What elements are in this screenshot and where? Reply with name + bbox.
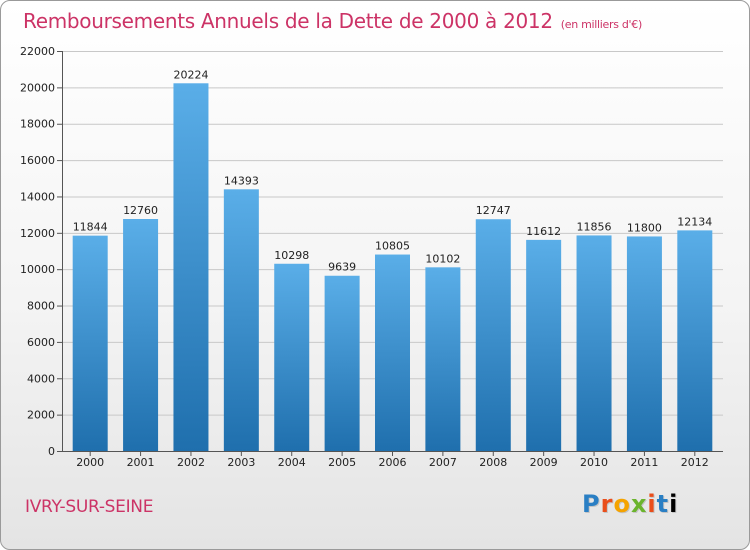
y-tick-label: 0 (48, 445, 55, 458)
logo-letter: x (630, 490, 648, 518)
y-tick-label: 6000 (27, 336, 55, 349)
bar-value-label: 20224 (173, 68, 208, 81)
bar (475, 219, 511, 451)
chart-title: Remboursements Annuels de la Dette de 20… (23, 9, 642, 33)
y-tick-label: 16000 (20, 154, 55, 167)
bar-value-label: 10805 (375, 240, 410, 253)
bar (677, 230, 713, 451)
city-name: IVRY-SUR-SEINE (25, 497, 154, 517)
bar (626, 236, 662, 451)
bars (72, 83, 713, 452)
axes (57, 51, 723, 456)
logo-letter: P (582, 490, 601, 518)
y-tick-label: 4000 (27, 372, 55, 385)
bar-value-label: 9639 (328, 261, 356, 274)
x-tick-label: 2000 (76, 456, 104, 469)
logo-letter: i (669, 490, 679, 518)
bar (324, 275, 360, 451)
logo-letter: t (656, 490, 670, 518)
bar-value-label: 11800 (627, 221, 662, 234)
x-tick-label: 2012 (681, 456, 709, 469)
labels: 0 2000 4000 6000 8000 10000 12000 14000 16000 180… (20, 45, 712, 469)
y-tick-label: 18000 (20, 118, 55, 131)
x-tick-label: 2011 (630, 456, 658, 469)
y-tick-label: 12000 (20, 227, 55, 240)
bar-value-label: 12747 (476, 204, 511, 217)
x-tick-label: 2006 (379, 456, 407, 469)
y-tick-label: 20000 (20, 81, 55, 94)
logo-letter: i (647, 490, 657, 518)
bar-value-label: 11844 (73, 221, 108, 234)
y-tick-label: 2000 (27, 409, 55, 422)
chart-subtitle: (en milliers d'€) (560, 18, 642, 31)
bar (223, 189, 259, 452)
bar-value-label: 14393 (224, 174, 259, 187)
proxiti-logo[interactable]: Proxiti (582, 490, 678, 518)
bar (576, 235, 612, 451)
x-tick-label: 2001 (127, 456, 155, 469)
x-tick-label: 2007 (429, 456, 457, 469)
bar (72, 235, 108, 451)
bar-value-label: 10102 (425, 252, 460, 265)
y-tick-label: 10000 (20, 263, 55, 276)
bar-value-label: 11612 (526, 225, 561, 238)
bar (375, 254, 410, 451)
x-tick-label: 2005 (328, 456, 356, 469)
bar (274, 263, 310, 451)
bar-value-label: 11856 (577, 220, 612, 233)
chart-title-text: Remboursements Annuels de la Dette de 20… (23, 9, 553, 33)
x-tick-label: 2010 (580, 456, 608, 469)
x-tick-label: 2002 (177, 456, 205, 469)
bar-value-label: 12760 (123, 204, 158, 217)
y-tick-label: 8000 (27, 300, 55, 313)
y-tick-label: 22000 (20, 45, 55, 58)
x-tick-label: 2009 (530, 456, 558, 469)
bar (173, 83, 209, 452)
x-tick-label: 2003 (227, 456, 255, 469)
x-tick-label: 2008 (479, 456, 507, 469)
logo-letter: r (600, 490, 614, 518)
bar-value-label: 12134 (677, 215, 712, 228)
bar (123, 219, 159, 451)
logo-letter: o (613, 490, 631, 518)
bar (425, 267, 461, 451)
y-tick-label: 14000 (20, 190, 55, 203)
x-tick-label: 2004 (278, 456, 306, 469)
bar-value-label: 10298 (274, 249, 309, 262)
bar (526, 239, 562, 451)
